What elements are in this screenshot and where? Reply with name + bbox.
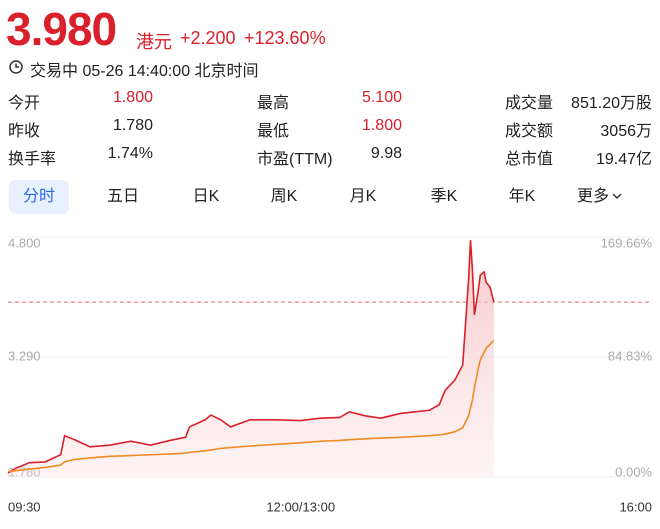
stat-label: 昨收 [8, 123, 41, 140]
change: +2.200 [180, 28, 236, 48]
stat-label: 成交量 [505, 95, 554, 112]
clock-icon [9, 60, 23, 74]
stat-value: 851.20万股 [571, 95, 652, 112]
avg-line [7, 339, 495, 473]
currency: 港元 [136, 32, 172, 52]
tab[interactable]: 年K [508, 188, 536, 205]
y-tick-label: 3.290 [8, 348, 41, 363]
tab[interactable]: 月K [349, 188, 377, 205]
price: 3.980 [6, 3, 117, 55]
y2-tick-label: 169.66% [601, 235, 653, 250]
stat-value: 19.47亿 [595, 151, 652, 168]
tab[interactable]: 分时 [9, 180, 69, 214]
x-tick-label: 16:00 [619, 499, 652, 514]
stat-label: 今开 [8, 95, 41, 112]
tab[interactable]: 周K [270, 188, 298, 205]
stat-label: 市盈(TTM) [257, 151, 333, 168]
stat-value: 1.800 [361, 117, 402, 134]
stat-value: 1.800 [112, 89, 153, 106]
x-tick-label: 09:30 [8, 499, 41, 514]
stat-value: 1.74% [107, 145, 153, 162]
tab[interactable]: 日K [192, 188, 220, 205]
price-line [7, 240, 495, 474]
chevron [612, 193, 622, 199]
tab[interactable]: 五日 [106, 188, 139, 205]
tab[interactable]: 更多 [570, 180, 630, 214]
stat-value: 3056万 [600, 123, 652, 140]
stat-value: 9.98 [370, 145, 402, 162]
y2-tick-label: 0.00% [615, 464, 652, 479]
change-pct: +123.60% [244, 28, 326, 48]
price-area [8, 240, 494, 477]
stat-label: 换手率 [8, 151, 57, 168]
status: 交易中 05-26 14:40:00 北京时间 [30, 63, 259, 80]
stat-label: 成交额 [505, 123, 554, 140]
stat-value: 1.780 [112, 117, 153, 134]
stat-label: 最低 [257, 123, 290, 140]
stat-value: 5.100 [361, 89, 402, 106]
tab[interactable]: 季K [430, 188, 458, 205]
stat-label: 最高 [257, 95, 290, 112]
y-tick-label: 4.800 [8, 235, 41, 250]
x-tick-label: 12:00/13:00 [266, 499, 335, 514]
y2-tick-label: 84.83% [608, 348, 653, 363]
stat-label: 总市值 [505, 151, 554, 168]
